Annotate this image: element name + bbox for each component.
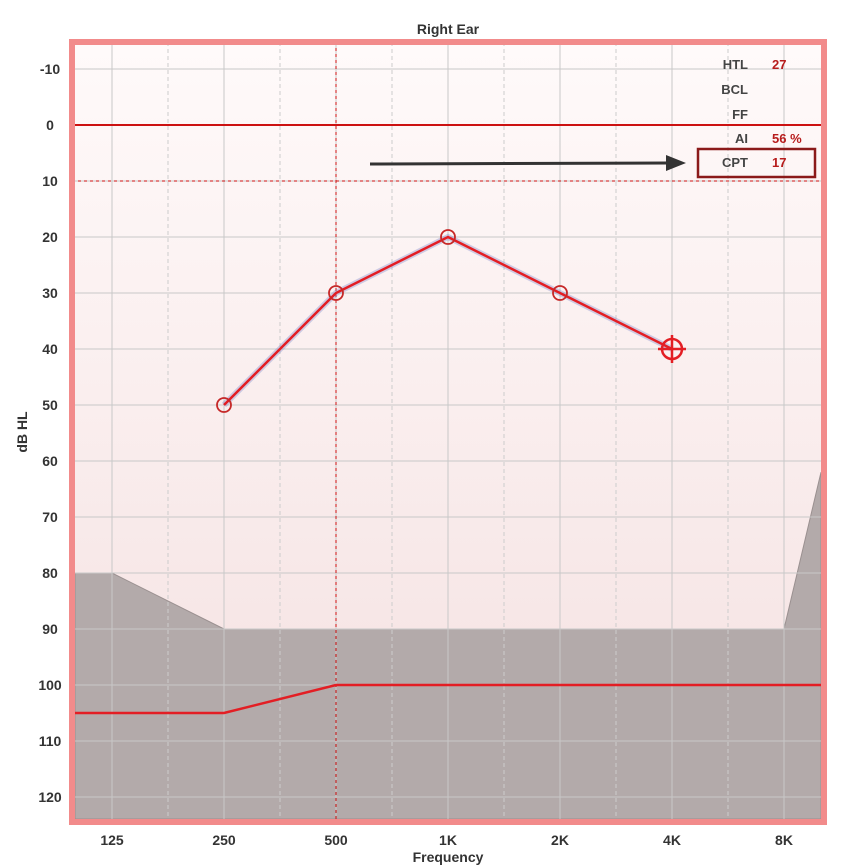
arrow-annotation: [369, 155, 686, 171]
series-0-point-1: [328, 285, 344, 301]
legend-item-htl: HTL 27: [723, 57, 787, 72]
legend-item-cpt: CPT 17: [696, 147, 817, 179]
series-0-point-4: [658, 335, 686, 363]
y-tick-labels: -10 0 10 20 30 40 50 60 70 80 90 100 110 120: [38, 61, 62, 805]
legend-item-bcl: BCL: [721, 82, 748, 97]
x-tick-label-3: 1K: [439, 832, 457, 848]
series-0-point-2: [440, 229, 456, 245]
y-tick-label-3: 20: [42, 229, 58, 245]
x-tick-label-4: 2K: [551, 832, 569, 848]
series-0-point-3: [552, 285, 568, 301]
y-tick-label-12: 110: [39, 733, 62, 749]
chart-title: Right Ear: [417, 21, 480, 37]
limit-line: [75, 683, 821, 715]
legend-label-cpt: CPT: [722, 155, 748, 170]
legend-value-cpt: 17: [772, 155, 786, 170]
y-tick-label-4: 30: [42, 285, 58, 301]
legend-label-ff: FF: [732, 107, 748, 122]
y-tick-label-11: 100: [38, 677, 62, 693]
y-tick-label-13: 120: [38, 789, 62, 805]
legend-label-bcl: BCL: [721, 82, 748, 97]
y-tick-label-0: -10: [40, 61, 60, 77]
y-tick-label-1: 0: [46, 117, 54, 133]
x-tick-label-5: 4K: [663, 832, 681, 848]
legend-item-ai: AI 56 %: [735, 131, 802, 146]
series-layer: [216, 229, 686, 413]
legend: HTL 27 BCL FF AI 56 % CPT 17: [696, 57, 817, 179]
legend-label-htl: HTL: [723, 57, 748, 72]
y-tick-label-5: 40: [42, 341, 58, 357]
legend-item-ff: FF: [732, 107, 748, 122]
x-tick-label-6: 8K: [775, 832, 793, 848]
x-tick-label-0: 125: [100, 832, 124, 848]
grid-layer: [72, 42, 824, 822]
y-tick-label-10: 90: [42, 621, 58, 637]
y-axis-label: dB HL: [14, 411, 30, 453]
x-tick-label-1: 250: [212, 832, 236, 848]
y-tick-label-9: 80: [42, 565, 58, 581]
y-tick-label-8: 70: [42, 509, 58, 525]
plot-frame: [69, 39, 827, 825]
series-0-line: [223, 235, 673, 406]
x-tick-labels: 125 250 500 1K 2K 4K 8K: [100, 832, 793, 848]
y-tick-label-2: 10: [42, 173, 58, 189]
reference-lines: [72, 42, 824, 822]
series-0-point-0: [216, 397, 232, 413]
y-tick-label-7: 60: [42, 453, 58, 469]
x-axis-label: Frequency: [413, 849, 484, 865]
y-tick-label-6: 50: [42, 397, 58, 413]
legend-highlight-box: [696, 147, 817, 179]
legend-label-ai: AI: [735, 131, 748, 146]
x-tick-label-2: 500: [324, 832, 348, 848]
legend-value-ai: 56 %: [772, 131, 802, 146]
legend-value-htl: 27: [772, 57, 786, 72]
